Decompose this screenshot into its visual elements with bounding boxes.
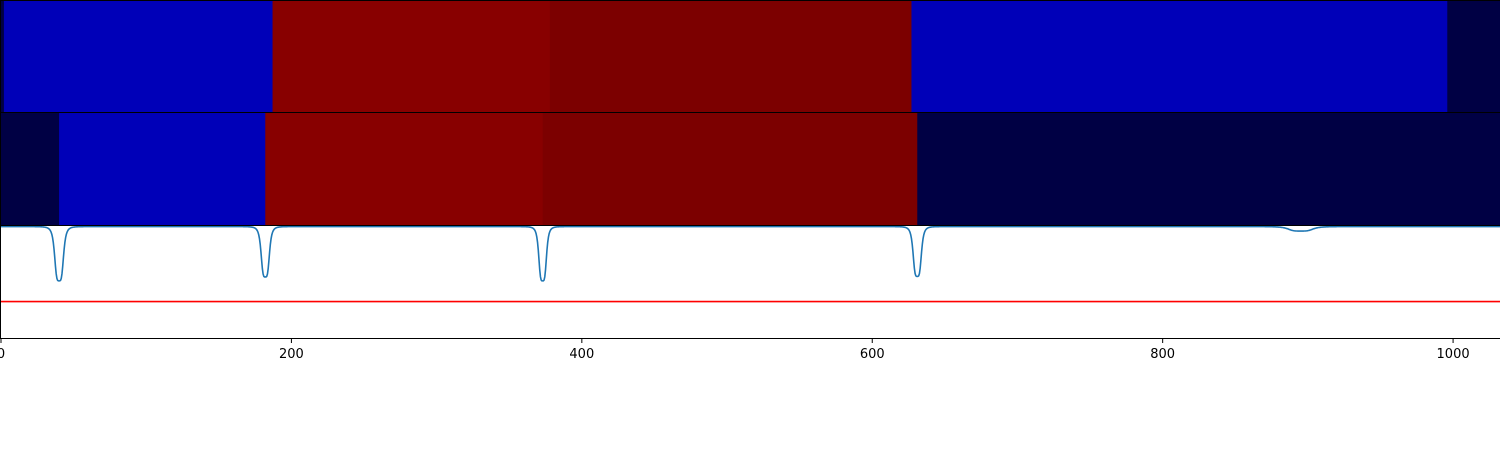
segment-cell bbox=[542, 113, 918, 225]
segment-cell bbox=[1, 1, 5, 112]
x-axis: 0 200 400 600 800 1000 bbox=[0, 338, 1470, 362]
x-tick-label: 800 bbox=[1150, 347, 1175, 362]
segment-cell bbox=[272, 1, 551, 112]
segment-cell bbox=[917, 113, 1500, 225]
boundary-signal-panel bbox=[0, 225, 1500, 339]
segment-cell bbox=[3, 1, 274, 112]
segment-cell bbox=[911, 1, 1448, 112]
top-segmentation-panel bbox=[0, 0, 1500, 113]
signal-line bbox=[1, 226, 1500, 282]
segment-cell bbox=[265, 113, 544, 225]
x-tick-label: 0 bbox=[0, 347, 5, 362]
middle-segmentation-panel bbox=[0, 112, 1500, 226]
segment-cell bbox=[1447, 1, 1500, 112]
x-tick-label: 600 bbox=[860, 347, 885, 362]
segment-cell bbox=[549, 1, 913, 112]
x-tick-label: 1000 bbox=[1437, 347, 1470, 362]
x-tick-label: 200 bbox=[279, 347, 304, 362]
panel-frame bbox=[0, 225, 1500, 339]
x-tick-label: 400 bbox=[569, 347, 594, 362]
segment-cell bbox=[1, 113, 60, 225]
segment-cell bbox=[59, 113, 266, 225]
